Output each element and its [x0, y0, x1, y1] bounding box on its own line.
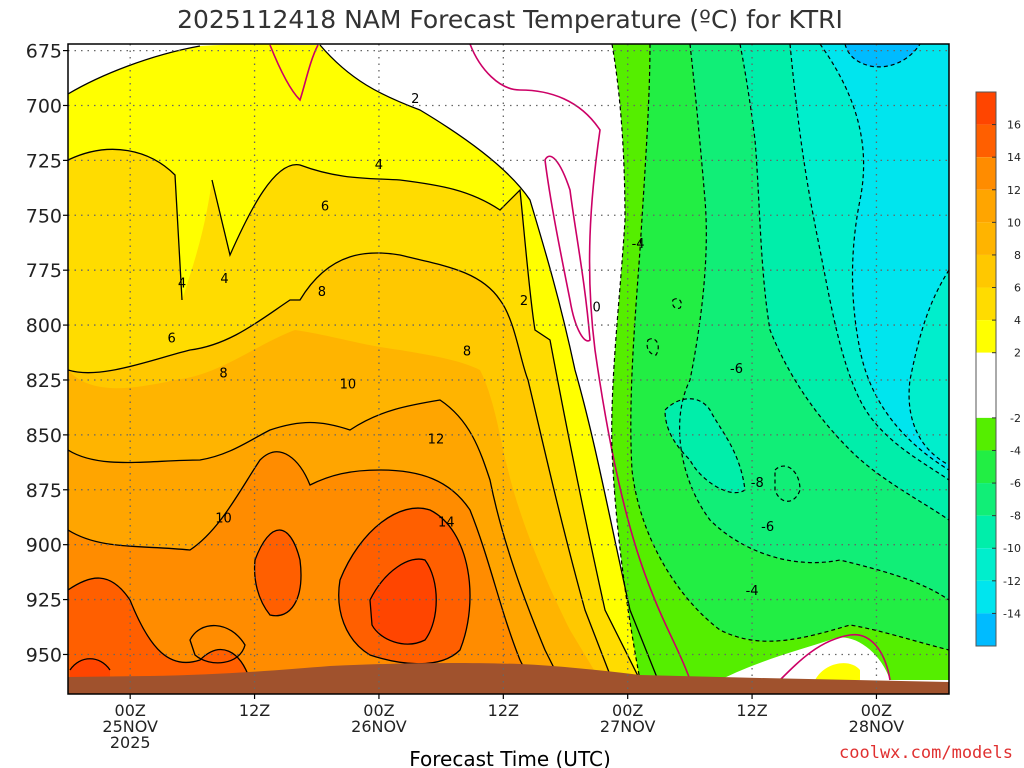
plot-frame — [67, 43, 950, 695]
contour-label: 4 — [375, 158, 383, 173]
colorbar-swatch — [976, 124, 996, 158]
grid-lines — [68, 44, 949, 694]
x-tick-label: 27NOV — [600, 717, 656, 736]
field-region-minus12-minus14 — [820, 44, 949, 470]
contour-label: 6 — [168, 331, 176, 346]
field-region-surface-yellow — [815, 663, 860, 680]
y-tick-label: 925 — [26, 590, 62, 612]
y-tick-label: 750 — [26, 205, 62, 227]
plot-area — [68, 44, 949, 694]
contour-label: -4 — [632, 237, 645, 252]
x-axis-label: Forecast Time (UTC) — [409, 747, 611, 768]
contour-label: 0 — [592, 301, 600, 316]
colorbar-tick-label: 14 — [1007, 151, 1021, 164]
contour-label: 4 — [178, 276, 186, 291]
y-tick-label: 875 — [26, 480, 62, 502]
colorbar-tick-label: 10 — [1007, 216, 1021, 229]
colorbar-swatch — [976, 92, 996, 125]
contour-label: 10 — [215, 511, 232, 526]
contour-label: 8 — [463, 344, 471, 359]
contour-labels: 2 4 6 4 4 8 2 0 6 8 8 10 12 10 14 -4 -6 -8 -6 -4 — [168, 92, 775, 599]
credit-text: coolwx.com/models — [839, 743, 1013, 763]
y-tick-label: 775 — [26, 260, 62, 282]
x-tick-label: 00Z — [115, 701, 146, 720]
y-tick-label: 725 — [26, 150, 62, 172]
colorbar-swatch — [976, 222, 996, 255]
x-tick-label: 00Z — [612, 701, 643, 720]
colorbar-swatch — [976, 483, 996, 516]
chart-title: 2025112418 NAM Forecast Temperature (ºC)… — [177, 5, 843, 34]
y-tick-label: 700 — [26, 95, 62, 117]
y-tick-label: 850 — [26, 425, 62, 447]
colorbar-tick-label: -12 — [1003, 575, 1021, 588]
colorbar-tick-label: 12 — [1007, 184, 1021, 197]
x-tick-label: 26NOV — [351, 717, 407, 736]
colorbar-swatch — [976, 157, 996, 190]
colorbar-tick-label: -2 — [1010, 412, 1021, 425]
y-tick-label: 800 — [26, 315, 62, 337]
x-tick-label: 12Z — [239, 701, 270, 720]
contour-label: 8 — [219, 366, 227, 381]
field-region-minus14-minus16 — [845, 44, 920, 67]
colorbar-tick-label: 16 — [1007, 119, 1021, 132]
contour-label: -4 — [746, 584, 759, 599]
contour-label: -8 — [751, 476, 764, 491]
colorbar-swatch — [976, 417, 996, 451]
field-region-16-18 — [70, 559, 437, 680]
colorbar-swatch — [976, 580, 996, 614]
y-tick-label: 675 — [26, 41, 62, 63]
contour-label: 10 — [340, 377, 357, 392]
contour-label: 8 — [318, 285, 326, 300]
colorbar-tick-label: 4 — [1014, 314, 1021, 327]
y-axis: 675 700 725 750 775 800 825 850 875 900 925 950 — [26, 41, 68, 666]
x-tick-label: 12Z — [736, 701, 767, 720]
colorbar-swatch — [976, 450, 996, 484]
contour-label: 12 — [428, 432, 445, 447]
contour-label: 4 — [220, 272, 228, 287]
field-region-14-16 — [68, 508, 470, 680]
zero-contour — [269, 44, 891, 681]
x-tick-label: 28NOV — [849, 717, 905, 736]
y-tick-label: 950 — [26, 644, 62, 666]
colorbar-frame — [975, 91, 997, 647]
colorbar: 16 14 12 10 8 6 4 2 -2 -4 -6 -8 -10 -12 -14 — [975, 91, 1021, 647]
contour-label: 6 — [321, 200, 329, 215]
contour-label: 14 — [438, 516, 455, 531]
colorbar-swatch — [976, 548, 996, 581]
x-tick-label: 12Z — [488, 701, 519, 720]
colorbar-tick-label: 8 — [1014, 249, 1021, 262]
colorbar-swatch — [976, 613, 996, 646]
y-tick-label: 825 — [26, 370, 62, 392]
y-tick-label: 900 — [26, 535, 62, 557]
contour-label: 2 — [520, 294, 528, 309]
contour-label: 2 — [411, 92, 419, 107]
colorbar-tick-label: -4 — [1010, 444, 1021, 457]
positive-contours — [68, 44, 659, 681]
contour-label: -6 — [761, 520, 774, 535]
colorbar-tick-label: 6 — [1014, 282, 1021, 295]
x-tick-label: 00Z — [363, 701, 394, 720]
colorbar-tick-label: -14 — [1003, 607, 1021, 620]
colorbar-tick-label: 2 — [1014, 347, 1021, 360]
colorbar-swatch — [976, 352, 996, 418]
colorbar-tick-label: -6 — [1010, 477, 1021, 490]
colorbar-swatch — [976, 515, 996, 549]
colorbar-swatch — [976, 320, 996, 353]
colorbar-tick-label: -10 — [1003, 542, 1021, 555]
colorbar-swatch — [976, 189, 996, 223]
colorbar-swatch — [976, 254, 996, 288]
x-tick-label: 25NOV — [102, 717, 158, 736]
colorbar-tick-label: -8 — [1010, 510, 1021, 523]
x-tick-label: 00Z — [861, 701, 892, 720]
colorbar-swatch — [976, 287, 996, 321]
contour-label: -6 — [730, 362, 743, 377]
negative-contours — [611, 44, 949, 681]
terrain-surface — [68, 662, 949, 694]
x-tick-label: 2025 — [110, 733, 151, 752]
